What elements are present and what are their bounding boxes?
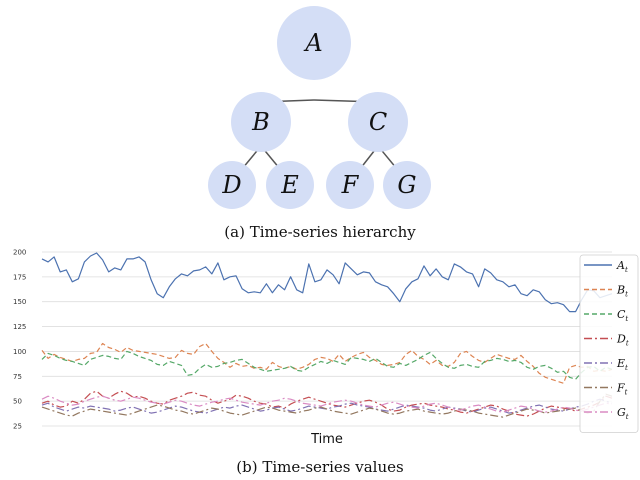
node-label: F <box>341 171 360 199</box>
legend-label: At <box>616 259 628 274</box>
y-tick-label: 100 <box>13 348 26 356</box>
series-line-f <box>41 393 613 418</box>
chart-legend: At Bt Ct Dt Et Ft Gt <box>579 254 639 433</box>
series-line-a <box>41 252 613 313</box>
y-tick-label: 75 <box>13 373 22 381</box>
tree-nodes: A B C D E F G <box>208 6 431 209</box>
y-tick-label: 200 <box>13 248 26 256</box>
series-lines <box>41 252 613 418</box>
tree-node-b: B <box>231 92 291 152</box>
node-circle <box>348 92 408 152</box>
y-tick-label: 25 <box>13 423 22 431</box>
caption-values: (b) Time-series values <box>236 458 404 476</box>
legend-label: Gt <box>617 406 629 421</box>
grid-lines <box>42 251 612 427</box>
legend-label: Ct <box>617 308 628 323</box>
tree-node-f: F <box>326 161 374 209</box>
node-label: E <box>280 171 299 199</box>
legend-item-d: Dt <box>584 333 629 348</box>
legend-box <box>579 254 639 433</box>
node-circle <box>383 161 431 209</box>
legend-item-b: Bt <box>584 284 628 299</box>
tree-node-c: C <box>348 92 408 152</box>
series-line-e <box>41 398 613 414</box>
node-label: D <box>221 171 241 199</box>
node-circle <box>208 161 256 209</box>
caption-hierarchy: (a) Time-series hierarchy <box>224 223 416 241</box>
y-tick-label: 50 <box>13 398 22 406</box>
legend-item-f: Ft <box>584 382 628 397</box>
y-tick-label: 125 <box>13 323 26 331</box>
tree-node-g: G <box>383 161 431 209</box>
legend-item-g: Gt <box>584 406 629 421</box>
series-line-c <box>41 350 613 380</box>
series-line-b <box>41 342 613 384</box>
x-axis-label: Time <box>310 432 343 447</box>
y-tick-labels: 25 50 75 100 125 150 175 200 <box>13 248 26 430</box>
legend-label: Bt <box>616 284 628 299</box>
legend-item-a: At <box>584 259 628 274</box>
tree-node-a: A <box>277 6 351 80</box>
legend-item-c: Ct <box>584 308 628 323</box>
legend-label: Dt <box>616 333 629 348</box>
legend-label: Ft <box>616 382 628 397</box>
node-circle <box>326 161 374 209</box>
series-line-d <box>41 390 613 417</box>
legend-item-e: Et <box>584 357 628 372</box>
tree-node-d: D <box>208 161 256 209</box>
legend-label: Et <box>616 357 628 372</box>
node-circle <box>231 92 291 152</box>
tree-node-e: E <box>266 161 314 209</box>
node-label: G <box>397 171 416 199</box>
node-circle <box>277 6 351 80</box>
node-circle <box>266 161 314 209</box>
series-line-g <box>41 395 613 413</box>
y-tick-label: 150 <box>13 298 26 306</box>
hierarchy-tree: A B C D E F G <box>208 6 431 209</box>
node-label: A <box>303 29 322 57</box>
node-label: B <box>251 108 270 136</box>
time-series-chart: 25 50 75 100 125 150 175 200 At Bt Ct Dt Et Ft Gt Tim… <box>13 248 639 447</box>
y-tick-label: 175 <box>13 273 26 281</box>
node-label: C <box>369 108 387 136</box>
